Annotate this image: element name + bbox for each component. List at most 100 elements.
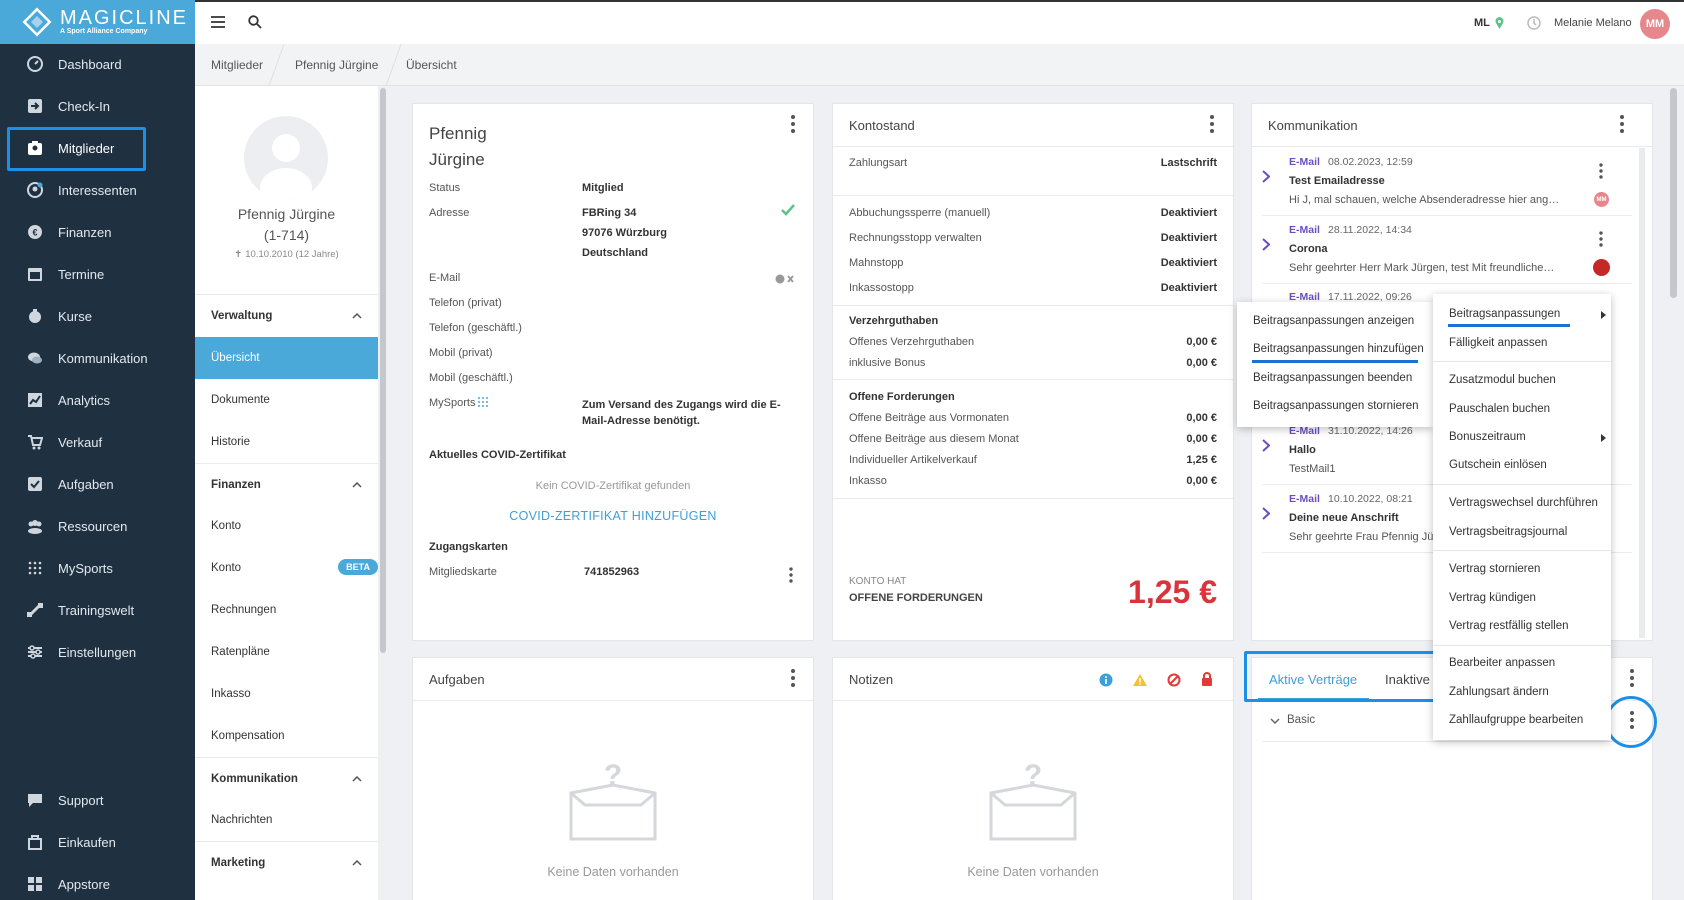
sidebar-item-finanzen[interactable]: € Finanzen [0, 211, 195, 253]
brand-logo[interactable]: MAGICLINE A Sport Alliance Company [0, 0, 195, 44]
menu-item-redeem-voucher[interactable]: Gutschein einlösen [1449, 459, 1547, 471]
menu-item-addon-module[interactable]: Zusatzmodul buchen [1449, 374, 1556, 386]
avatar[interactable]: MM [1640, 9, 1670, 39]
subnav-item-ratenplaene[interactable]: Ratenpläne [211, 646, 270, 658]
subnav-section-kommunikation[interactable]: Kommunikation [195, 757, 378, 799]
menu-item-end-adjustments[interactable]: Beitragsanpassungen beenden [1253, 372, 1413, 384]
menu-item-show-adjustments[interactable]: Beitragsanpassungen anzeigen [1253, 315, 1415, 327]
subnav-item-uebersicht[interactable]: Übersicht [195, 337, 378, 379]
studio-code[interactable]: ML [1474, 17, 1490, 29]
subnav-item-historie[interactable]: Historie [211, 436, 250, 448]
account-row-value: Deaktiviert [1160, 207, 1217, 219]
sidebar-item-label: Kurse [58, 308, 92, 324]
menu-item-flat-rates[interactable]: Pauschalen buchen [1449, 403, 1551, 415]
subnav-section-finanzen[interactable]: Finanzen [195, 463, 378, 505]
menu-item-due-remaining[interactable]: Vertrag restfällig stellen [1449, 620, 1569, 632]
menu-item-fee-adjustments[interactable]: Beitragsanpassungen [1433, 300, 1611, 328]
list-item[interactable]: E-Mail 17.11.2022, 09:26 [1252, 284, 1642, 314]
blocked-icon[interactable] [1167, 673, 1181, 687]
sidebar-item-aufgaben[interactable]: Aufgaben [0, 463, 195, 505]
card-menu-icon[interactable] [784, 567, 798, 584]
sidebar-item-termine[interactable]: Termine [0, 253, 195, 295]
message-menu-icon[interactable] [1594, 163, 1608, 180]
hamburger-menu-icon[interactable] [211, 16, 225, 28]
sidebar-item-label: Trainingswelt [58, 602, 135, 618]
subnav-item-konto-beta[interactable]: Konto BETA [195, 547, 378, 589]
sidebar-item-ressourcen[interactable]: Ressourcen [0, 505, 195, 547]
info-icon[interactable] [1099, 673, 1113, 687]
list-item[interactable]: E-Mail 10.10.2022, 08:21 Deine neue Ansc… [1252, 485, 1642, 552]
sidebar-item-mysports[interactable]: MySports [0, 547, 195, 589]
sidebar-item-kurse[interactable]: Kurse [0, 295, 195, 337]
lock-icon[interactable] [1201, 672, 1213, 687]
account-menu-icon[interactable] [1204, 114, 1220, 134]
menu-item-payment-method[interactable]: Zahlungsart ändern [1449, 686, 1549, 698]
menu-item-due-date[interactable]: Fälligkeit anpassen [1449, 337, 1548, 349]
menu-item-cancel-contract[interactable]: Vertrag stornieren [1449, 563, 1541, 575]
search-icon[interactable] [248, 15, 262, 29]
list-item[interactable]: E-Mail 08.02.2023, 12:59 Test Emailadres… [1252, 148, 1642, 215]
subnav-item-kompensation[interactable]: Kompensation [211, 730, 285, 742]
sidebar-item-check-in[interactable]: Check-In [0, 85, 195, 127]
menu-item-editor[interactable]: Bearbeiter anpassen [1449, 657, 1556, 669]
subnav-item-nachrichten[interactable]: Nachrichten [211, 814, 273, 826]
sidebar-item-trainingswelt[interactable]: Trainingswelt [0, 589, 195, 631]
breadcrumb-item[interactable]: Mitglieder [211, 58, 264, 72]
subnav-item-rechnungen[interactable]: Rechnungen [211, 604, 277, 616]
contract-row-basic[interactable]: Basic [1287, 714, 1316, 726]
communication-menu-icon[interactable] [1614, 114, 1630, 134]
menu-item-terminate-contract[interactable]: Vertrag kündigen [1449, 592, 1536, 604]
sidebar-item-analytics[interactable]: Analytics [0, 379, 195, 421]
section-title: Marketing [211, 856, 266, 869]
warning-icon[interactable] [1132, 673, 1148, 687]
member-avatar[interactable] [244, 116, 328, 200]
sidebar-item-mitglieder[interactable]: Mitglieder [0, 127, 195, 169]
communication-scrollbar[interactable] [1639, 148, 1645, 638]
message-preview: TestMail1 [1289, 463, 1336, 475]
section-title: Finanzen [211, 478, 261, 491]
svg-text:€: € [32, 228, 37, 238]
sidebar-item-einkaufen[interactable]: Einkaufen [0, 821, 195, 863]
subnav-item-konto[interactable]: Konto [211, 520, 242, 532]
sidebar-item-appstore[interactable]: Appstore [0, 863, 195, 900]
clock-icon[interactable] [1527, 16, 1541, 30]
subnav-item-dokumente[interactable]: Dokumente [211, 394, 270, 406]
subnav-section-verwaltung[interactable]: Verwaltung [195, 294, 378, 336]
user-name[interactable]: Melanie Melano [1554, 17, 1632, 29]
list-item[interactable]: E-Mail 31.10.2022, 14:26 Hallo TestMail1 [1252, 417, 1642, 484]
sidebar-item-support[interactable]: Support [0, 779, 195, 821]
contracts-menu-icon[interactable] [1624, 668, 1640, 688]
tasks-menu-icon[interactable] [785, 668, 801, 688]
chevron-right-icon[interactable] [1262, 170, 1270, 183]
chevron-right-icon[interactable] [1262, 507, 1270, 520]
sidebar-item-label: Aufgaben [58, 476, 114, 492]
subnav-section-marketing[interactable]: Marketing [195, 841, 378, 883]
subnav-scrollbar[interactable] [380, 88, 386, 653]
chevron-right-icon[interactable] [1262, 439, 1270, 452]
message-menu-icon[interactable] [1594, 231, 1608, 248]
menu-item-bonus-period[interactable]: Bonuszeitraum [1433, 423, 1611, 451]
tab-inactive-contracts[interactable]: Inaktive [1385, 672, 1430, 687]
prospects-icon [26, 181, 44, 199]
sidebar-item-kommunikation[interactable]: Kommunikation [0, 337, 195, 379]
sidebar-item-einstellungen[interactable]: Einstellungen [0, 631, 195, 673]
chevron-down-icon[interactable] [1270, 718, 1280, 724]
breadcrumb-item[interactable]: Pfennig Jürgine [295, 58, 379, 72]
add-covid-button[interactable]: COVID-ZERTIFIKAT HINZUFÜGEN [509, 509, 717, 523]
subnav-item-inkasso[interactable]: Inkasso [211, 688, 251, 700]
chevron-right-icon[interactable] [1262, 238, 1270, 251]
menu-item-payment-group[interactable]: Zahllaufgruppe bearbeiten [1449, 714, 1584, 726]
menu-item-contract-journal[interactable]: Vertragsbeitragsjournal [1449, 526, 1568, 538]
list-item[interactable]: E-Mail 28.11.2022, 14:34 Corona Sehr gee… [1252, 216, 1642, 283]
tasks-icon [26, 475, 44, 493]
email-status-icon[interactable] [775, 274, 795, 284]
profile-menu-icon[interactable] [785, 114, 801, 134]
main-scrollbar[interactable] [1670, 88, 1677, 298]
sidebar-item-dashboard[interactable]: Dashboard [0, 43, 195, 85]
sidebar-item-interessenten[interactable]: Interessenten [0, 169, 195, 211]
menu-item-cancel-adjustments[interactable]: Beitragsanpassungen stornieren [1253, 400, 1419, 412]
sidebar-item-verkauf[interactable]: Verkauf [0, 421, 195, 463]
menu-item-add-adjustments[interactable]: Beitragsanpassungen hinzufügen [1253, 343, 1424, 355]
tab-active-contracts[interactable]: Aktive Verträge [1269, 672, 1358, 687]
menu-item-contract-change[interactable]: Vertragswechsel durchführen [1449, 497, 1598, 509]
